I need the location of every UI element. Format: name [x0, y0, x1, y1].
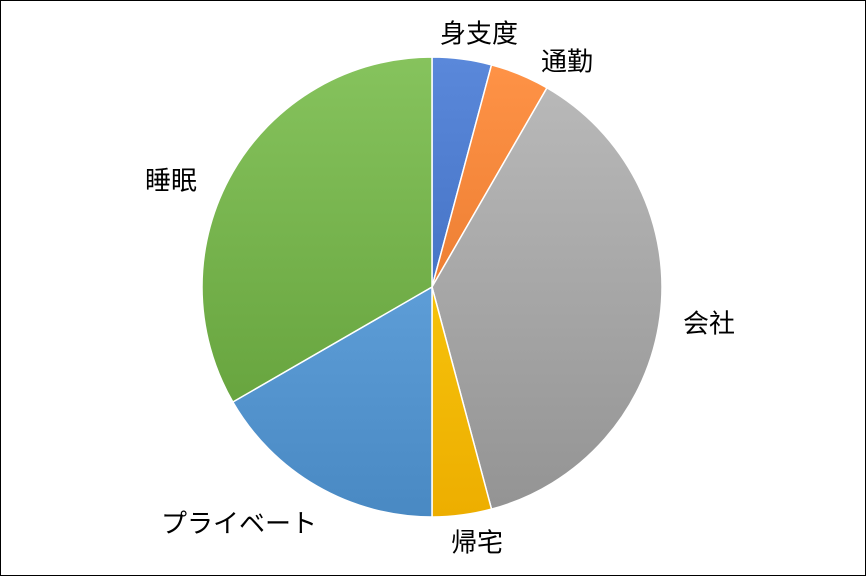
slice-label-3: 帰宅	[451, 529, 503, 559]
pie-slice-2	[431, 87, 663, 510]
pie-slice-4	[232, 286, 433, 518]
pie-slice-5	[201, 56, 433, 403]
slice-label-1: 通勤	[541, 48, 593, 78]
slice-label-0: 身支度	[440, 20, 518, 50]
slice-label-4: プライベート	[161, 510, 317, 540]
slices-layer	[201, 56, 663, 518]
slice-label-5: 睡眠	[145, 167, 197, 197]
slice-label-2: 会社	[683, 310, 735, 340]
